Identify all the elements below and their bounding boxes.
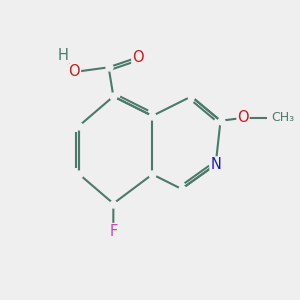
Text: O: O xyxy=(69,64,80,80)
Text: O: O xyxy=(132,50,144,65)
Text: N: N xyxy=(210,157,221,172)
Text: O: O xyxy=(237,110,249,125)
Text: F: F xyxy=(109,224,117,239)
Text: H: H xyxy=(57,48,68,63)
Text: CH₃: CH₃ xyxy=(272,111,295,124)
